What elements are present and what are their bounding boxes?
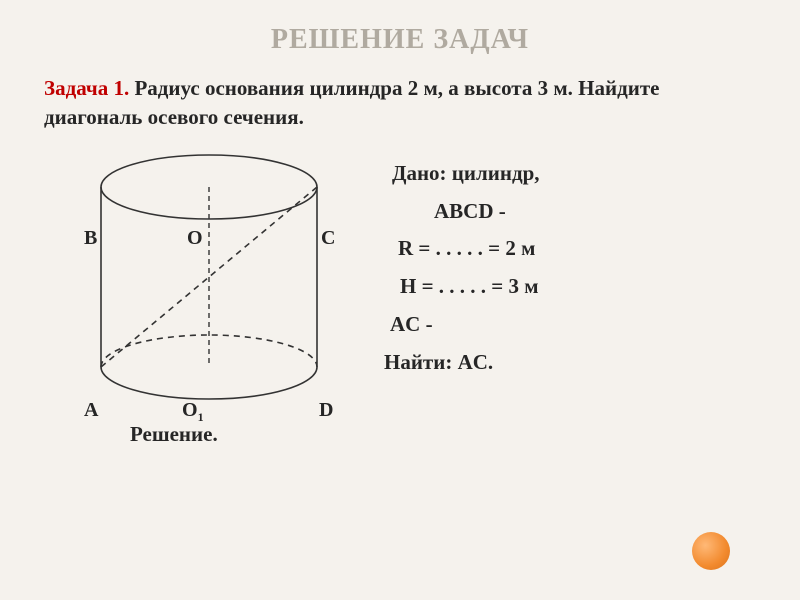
diagram-area: B O C A O1 D	[44, 141, 384, 416]
label-b: B	[84, 227, 97, 250]
page-title: РЕШЕНИЕ ЗАДАЧ	[0, 0, 800, 56]
problem-label: Задача 1.	[44, 76, 129, 100]
label-d: D	[319, 399, 333, 422]
given-l5: AC -	[384, 306, 760, 344]
given-l1: Дано: цилиндр,	[384, 155, 760, 193]
problem-text: Радиус основания цилиндра 2 м, а высота …	[44, 76, 659, 129]
content-row: B O C A O1 D Дано: цилиндр, ABCD - R = .…	[0, 141, 800, 416]
cylinder-diagram	[44, 141, 374, 416]
given-l4: H = . . . . . = 3 м	[384, 268, 760, 306]
label-c: C	[321, 227, 335, 250]
bottom-front-arc	[101, 367, 317, 399]
given-l2: ABCD -	[384, 193, 760, 231]
label-o-bot: O1	[182, 399, 204, 422]
given-block: Дано: цилиндр, ABCD - R = . . . . . = 2 …	[384, 141, 760, 416]
slide-nav-dot[interactable]	[692, 532, 730, 570]
given-l3: R = . . . . . = 2 м	[384, 230, 760, 268]
given-l6: Найти: AC.	[384, 344, 760, 382]
label-a: A	[84, 399, 98, 422]
label-o-top: O	[187, 227, 203, 250]
solution-label: Решение.	[0, 422, 800, 447]
problem-statement: Задача 1. Радиус основания цилиндра 2 м,…	[0, 56, 800, 133]
